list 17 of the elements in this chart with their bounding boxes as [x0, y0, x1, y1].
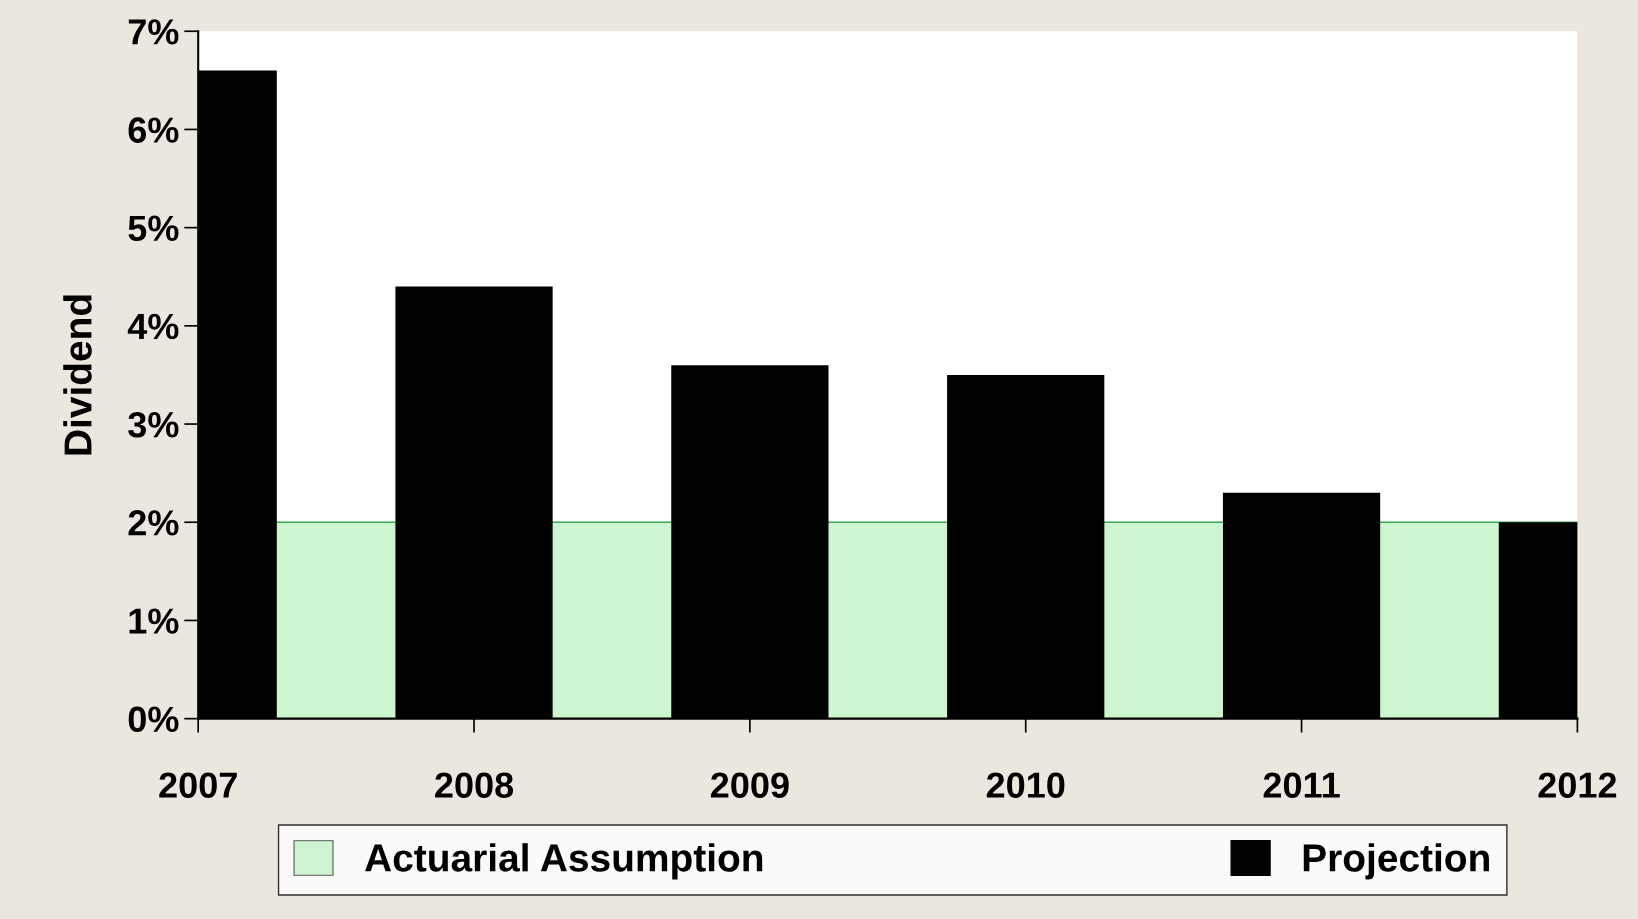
y-tick-label: 2%: [128, 510, 179, 536]
y-tick-label: 6%: [128, 117, 179, 143]
y-tick-label: 4%: [127, 313, 179, 340]
legend-label: Actuarial Assumption: [365, 843, 763, 880]
y-tick-label: 3%: [128, 411, 179, 438]
y-tick-label: 0%: [128, 706, 179, 733]
y-tick-label: 5%: [128, 215, 179, 242]
y-axis-title: Dividend: [63, 295, 92, 455]
y-tick-label: 7%: [128, 19, 179, 45]
x-tick-label: 2008: [435, 772, 514, 798]
x-tick-label: 2011: [1263, 772, 1340, 798]
x-tick-label: 2012: [1538, 772, 1617, 798]
x-tick-label: 2009: [710, 772, 789, 798]
x-tick-label: 2010: [986, 772, 1065, 798]
x-tick-label: 2007: [159, 772, 237, 798]
legend-label: Projection: [1303, 843, 1489, 880]
y-tick-label: 1%: [129, 608, 179, 634]
